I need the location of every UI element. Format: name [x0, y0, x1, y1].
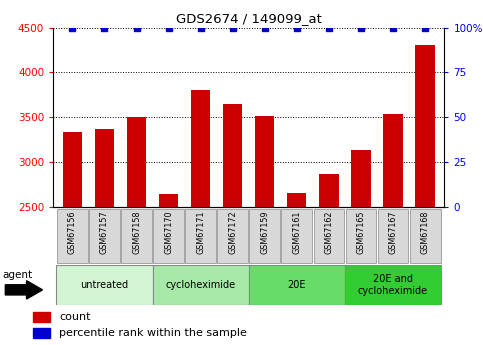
Bar: [351, 150, 370, 207]
Text: GSM67159: GSM67159: [260, 211, 270, 255]
Text: GSM67171: GSM67171: [196, 211, 205, 254]
Bar: [63, 132, 82, 207]
FancyBboxPatch shape: [57, 209, 88, 263]
FancyBboxPatch shape: [121, 209, 152, 263]
FancyBboxPatch shape: [346, 209, 376, 263]
Bar: [191, 90, 210, 207]
Bar: [95, 129, 114, 207]
FancyBboxPatch shape: [57, 265, 153, 305]
FancyBboxPatch shape: [313, 209, 344, 263]
Text: GSM67170: GSM67170: [164, 211, 173, 254]
Text: 20E and
cycloheximide: 20E and cycloheximide: [358, 274, 428, 296]
Text: percentile rank within the sample: percentile rank within the sample: [59, 328, 247, 338]
Bar: [127, 117, 146, 207]
Bar: [159, 194, 178, 207]
Text: GSM67167: GSM67167: [388, 211, 398, 254]
Title: GDS2674 / 149099_at: GDS2674 / 149099_at: [176, 12, 322, 25]
Text: GSM67168: GSM67168: [421, 211, 429, 254]
Text: GSM67172: GSM67172: [228, 211, 237, 255]
FancyBboxPatch shape: [249, 209, 280, 263]
Bar: [415, 45, 435, 207]
FancyBboxPatch shape: [217, 209, 248, 263]
Bar: [223, 104, 242, 207]
Text: untreated: untreated: [80, 280, 128, 290]
Text: cycloheximide: cycloheximide: [166, 280, 236, 290]
FancyBboxPatch shape: [89, 209, 120, 263]
FancyBboxPatch shape: [185, 209, 216, 263]
FancyBboxPatch shape: [345, 265, 441, 305]
FancyBboxPatch shape: [249, 265, 345, 305]
FancyBboxPatch shape: [378, 209, 409, 263]
Bar: [33, 312, 50, 322]
Text: GSM67162: GSM67162: [325, 211, 333, 254]
Bar: [319, 174, 339, 207]
Bar: [255, 116, 274, 207]
FancyBboxPatch shape: [153, 265, 249, 305]
FancyBboxPatch shape: [282, 209, 312, 263]
Text: GSM67157: GSM67157: [100, 211, 109, 255]
Text: GSM67165: GSM67165: [356, 211, 366, 254]
Bar: [287, 193, 307, 207]
Text: agent: agent: [3, 270, 33, 280]
FancyBboxPatch shape: [410, 209, 440, 263]
Text: GSM67161: GSM67161: [292, 211, 301, 254]
Text: count: count: [59, 312, 90, 322]
FancyBboxPatch shape: [153, 209, 184, 263]
Bar: [384, 114, 403, 207]
Text: 20E: 20E: [287, 280, 306, 290]
Bar: [33, 328, 50, 338]
Text: GSM67156: GSM67156: [68, 211, 77, 254]
Text: GSM67158: GSM67158: [132, 211, 141, 254]
FancyArrow shape: [5, 281, 43, 299]
